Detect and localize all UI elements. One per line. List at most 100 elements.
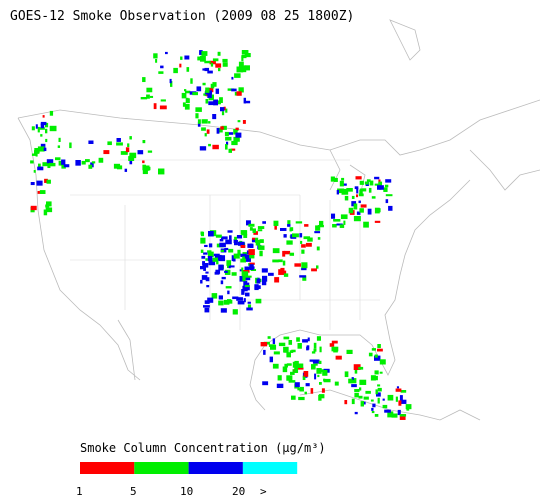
- smoke-pixel: [234, 239, 238, 246]
- smoke-pixel: [197, 122, 201, 127]
- smoke-pixel: [273, 351, 280, 355]
- smoke-pixel: [45, 128, 48, 134]
- smoke-pixel: [125, 147, 130, 153]
- smoke-pixel: [382, 404, 388, 409]
- smoke-pixel: [319, 220, 324, 227]
- smoke-pixel: [48, 162, 56, 167]
- smoke-pixel: [316, 336, 322, 341]
- smoke-pixel: [37, 146, 45, 152]
- smoke-pixel: [203, 305, 210, 308]
- smoke: [30, 50, 412, 420]
- smoke-pixel: [38, 163, 41, 170]
- smoke-pixel: [351, 398, 355, 405]
- smoke-pixel: [405, 404, 412, 410]
- smoke-pixel: [116, 142, 123, 146]
- smoke-pixel: [202, 261, 206, 266]
- smoke-pixel: [255, 238, 258, 242]
- smoke-pixel: [371, 348, 376, 351]
- smoke-pixel: [226, 260, 232, 266]
- smoke-pixel: [364, 181, 369, 185]
- smoke-pixel: [179, 63, 182, 68]
- smoke-pixel: [334, 381, 339, 386]
- smoke-pixel: [247, 243, 254, 248]
- smoke-pixel: [297, 343, 302, 349]
- smoke-pixel: [81, 160, 86, 165]
- smoke-pixel: [241, 55, 247, 59]
- smoke-pixel: [295, 221, 303, 224]
- smoke-pixel: [140, 97, 148, 100]
- smoke-pixel: [42, 115, 45, 118]
- smoke-pixel: [185, 90, 191, 94]
- smoke-pixel: [384, 184, 389, 188]
- smoke-pixel: [313, 363, 318, 366]
- smoke-pixel: [204, 67, 210, 72]
- smoke-pixel: [200, 237, 206, 244]
- smoke-pixel: [155, 59, 158, 63]
- smoke-pixel: [238, 87, 244, 93]
- smoke-pixel: [319, 346, 322, 353]
- smoke-pixel: [282, 260, 286, 266]
- smoke-pixel: [201, 275, 208, 280]
- smoke-pixel: [319, 382, 322, 385]
- smoke-pixel: [287, 220, 291, 226]
- smoke-pixel: [242, 252, 248, 255]
- smoke-pixel: [218, 295, 224, 300]
- smoke-pixel: [220, 249, 224, 253]
- smoke-pixel: [207, 92, 212, 98]
- smoke-pixel: [215, 234, 222, 238]
- smoke-pixel: [353, 216, 361, 222]
- smoke-pixel: [234, 236, 237, 241]
- smoke-pixel: [237, 249, 241, 256]
- smoke-pixel: [318, 360, 322, 365]
- smoke-pixel: [331, 340, 338, 344]
- smoke-pixel: [158, 168, 165, 175]
- smoke-pixel: [204, 133, 207, 137]
- smoke-pixel: [227, 299, 233, 304]
- smoke-pixel: [307, 237, 313, 242]
- smoke-pixel: [39, 127, 45, 130]
- smoke-pixel: [332, 224, 337, 228]
- smoke-pixel: [358, 395, 363, 399]
- smoke-pixel: [269, 356, 274, 363]
- smoke-pixel: [45, 122, 49, 128]
- smoke-pixel: [330, 176, 335, 182]
- smoke-pixel: [208, 260, 216, 266]
- smoke-pixel: [33, 170, 36, 173]
- smoke-pixel: [142, 140, 146, 144]
- smoke-pixel: [294, 360, 299, 366]
- smoke-pixel: [227, 290, 230, 295]
- smoke-pixel: [201, 51, 208, 56]
- smoke-pixel: [37, 126, 40, 133]
- smoke-pixel: [46, 201, 52, 207]
- smoke-pixel: [356, 194, 359, 198]
- smoke-pixel: [291, 349, 296, 353]
- smoke-pixel: [147, 150, 153, 153]
- smoke-pixel: [223, 299, 230, 305]
- legend-swatch: [242, 462, 298, 474]
- smoke-pixel: [31, 126, 35, 131]
- smoke-pixel: [190, 78, 193, 84]
- smoke-pixel: [286, 240, 293, 245]
- smoke-pixel: [169, 78, 172, 84]
- smoke-pixel: [243, 280, 248, 287]
- smoke-pixel: [385, 199, 389, 204]
- smoke-pixel: [284, 350, 287, 353]
- smoke-pixel: [385, 194, 393, 197]
- smoke-pixel: [268, 272, 274, 276]
- smoke-pixel: [304, 224, 309, 227]
- smoke-pixel: [296, 363, 304, 368]
- smoke-pixel: [259, 250, 263, 257]
- smoke-pixel: [397, 409, 401, 416]
- title: GOES-12 Smoke Observation (2009 08 25 18…: [10, 9, 354, 24]
- smoke-pixel: [284, 250, 291, 255]
- smoke-pixel: [371, 196, 376, 199]
- smoke-pixel: [274, 277, 280, 283]
- smoke-pixel: [283, 336, 290, 340]
- smoke-pixel: [300, 240, 303, 244]
- smoke-pixel: [117, 165, 123, 170]
- smoke-pixel: [306, 345, 310, 350]
- smoke-pixel: [305, 242, 312, 247]
- smoke-pixel: [382, 398, 385, 401]
- smoke-pixel: [218, 300, 224, 306]
- smoke-pixel: [40, 123, 45, 129]
